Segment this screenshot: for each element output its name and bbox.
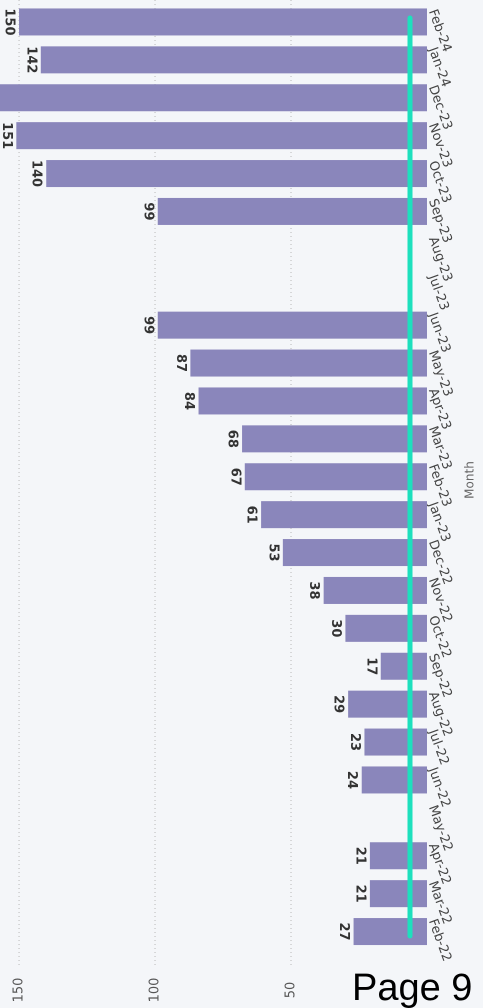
bar <box>380 652 427 680</box>
bar <box>46 160 428 188</box>
bar <box>19 8 428 36</box>
bar <box>345 614 427 642</box>
value-label: 61 <box>244 506 259 524</box>
value-label: 17 <box>363 657 378 675</box>
axis-title: Month <box>463 461 477 499</box>
bar <box>364 728 427 756</box>
bar <box>198 387 427 415</box>
y-tick-label: Feb-22 <box>425 917 454 964</box>
value-label: 21 <box>352 847 367 865</box>
value-label: 38 <box>306 581 321 599</box>
bar <box>348 690 427 718</box>
page-number: Page 9 <box>352 967 472 1008</box>
value-label: 151 <box>0 122 14 149</box>
value-label: 99 <box>140 202 155 220</box>
value-label: 142 <box>23 46 38 73</box>
value-label: 21 <box>352 885 367 903</box>
value-label: 68 <box>225 430 240 448</box>
x-tick-label: 150 <box>12 978 27 1003</box>
value-label: 29 <box>331 695 346 713</box>
bar <box>190 349 427 377</box>
value-label: 99 <box>140 316 155 334</box>
value-label: 24 <box>344 771 359 789</box>
value-label: 140 <box>29 160 44 187</box>
bar <box>40 46 428 74</box>
bar <box>361 766 427 794</box>
bar <box>353 918 427 946</box>
value-label: 67 <box>227 468 242 486</box>
bar <box>282 539 427 567</box>
bar <box>244 463 427 491</box>
bar <box>0 84 427 112</box>
bar <box>16 122 427 150</box>
value-label: 30 <box>328 619 343 637</box>
bar <box>242 425 427 453</box>
value-label: 23 <box>347 733 362 751</box>
bar <box>261 501 427 529</box>
value-label: 53 <box>265 544 280 562</box>
bar <box>157 197 427 225</box>
value-label: 87 <box>173 354 188 372</box>
bar <box>157 311 427 339</box>
value-label: 27 <box>336 923 351 941</box>
x-tick-label: 100 <box>148 978 163 1003</box>
x-tick-label: 50 <box>284 982 299 999</box>
value-label: 150 <box>2 8 17 35</box>
bar <box>369 880 427 908</box>
bar <box>369 842 427 870</box>
value-label: 84 <box>181 392 196 410</box>
